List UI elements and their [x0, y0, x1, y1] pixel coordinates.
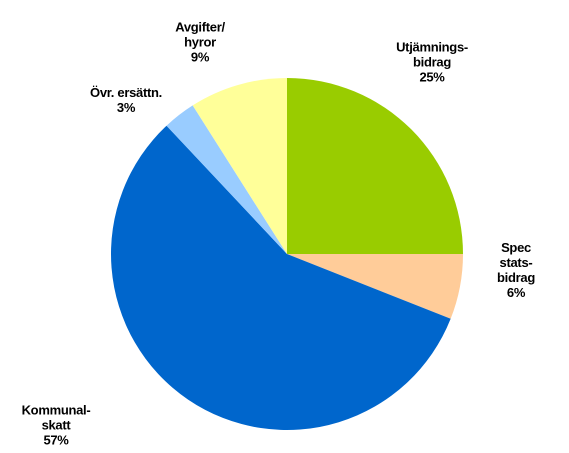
pie-slice — [111, 125, 451, 430]
slice-label: Övr. ersättn. 3% — [90, 85, 162, 115]
pie-slice — [166, 105, 287, 254]
value-label: 25% — [419, 69, 445, 85]
slice-label: Kommunal- skatt 57% — [22, 403, 91, 448]
category-label: Avgifter/ hyror — [175, 19, 225, 50]
value-label: 9% — [190, 49, 210, 65]
category-label: Utjämnings- bidrag — [396, 39, 468, 70]
slice-label: Spec stats- bidrag 6% — [490, 240, 543, 300]
pie-slice — [192, 78, 287, 254]
slice-label: Avgifter/ hyror 9% — [175, 20, 225, 65]
pie-slice — [287, 78, 463, 254]
slice-label: Utjämnings- bidrag 25% — [396, 40, 468, 85]
category-label: Kommunal- skatt — [21, 402, 91, 433]
value-label: 3% — [116, 100, 136, 115]
category-label: Spec stats- bidrag — [497, 240, 535, 285]
pie-slice — [287, 254, 463, 319]
value-label: 6% — [506, 285, 526, 300]
category-label: Övr. ersättn. — [90, 85, 162, 100]
value-label: 57% — [43, 432, 69, 448]
